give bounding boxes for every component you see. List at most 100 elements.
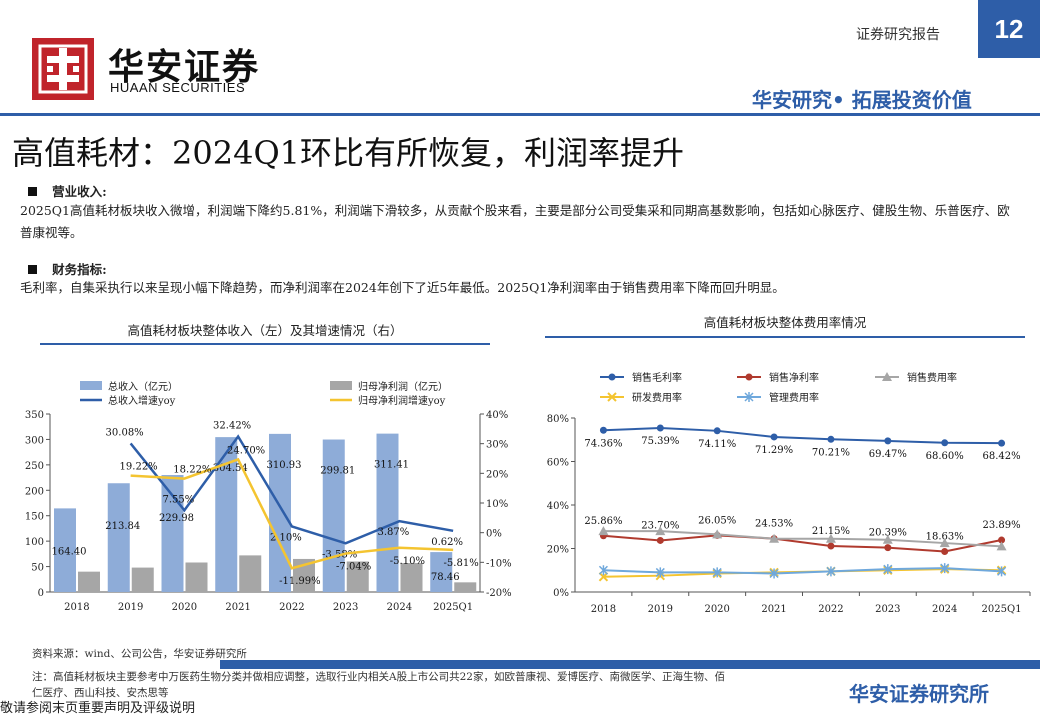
line-value-label: 24.70% <box>227 445 265 456</box>
point-marker <box>656 424 664 432</box>
data-label: 68.60% <box>926 451 964 462</box>
y2-tick-label: 20% <box>486 469 508 480</box>
report-type-label: 证券研究报告 <box>856 27 940 43</box>
x-tick-label: 2024 <box>387 602 412 613</box>
data-label: 69.47% <box>869 449 907 460</box>
y-tick-label: 300 <box>25 435 44 446</box>
point-marker <box>655 567 665 578</box>
y-tick-label: 80% <box>547 414 569 425</box>
point-marker <box>941 439 949 447</box>
section-financial: 财务指标: <box>20 259 107 278</box>
bar <box>107 483 130 592</box>
y-tick-label: 0 <box>38 588 44 599</box>
point-marker <box>713 427 721 435</box>
y-tick-label: 20% <box>547 545 569 556</box>
line-value-label: 7.55% <box>162 494 194 505</box>
chart1-title: 高值耗材板块整体收入（左）及其增速情况（右） <box>127 323 403 338</box>
point-marker <box>656 536 664 544</box>
bullet-square-icon <box>28 187 37 196</box>
bar-value-label: 304.54 <box>213 463 248 474</box>
legend-label: 销售毛利率 <box>632 371 682 384</box>
x-tick-label: 2019 <box>648 604 673 615</box>
x-tick-label: 2023 <box>333 602 358 613</box>
y-tick-label: 60% <box>547 458 569 469</box>
legend-label: 研发费用率 <box>632 391 682 404</box>
section-paragraph: 2025Q1高值耗材板块收入微增，利润端下降约5.81%，利润端下滑较多，从贡献… <box>20 203 1010 240</box>
line-value-label: 18.22% <box>173 465 211 476</box>
point-marker <box>598 565 608 576</box>
slogan-text: 华安研究• 拓展投资价值 <box>752 88 972 112</box>
legend-swatch <box>80 381 102 390</box>
x-tick-label: 2019 <box>118 602 143 613</box>
line-value-label: 32.42% <box>213 420 251 431</box>
bar <box>78 571 100 592</box>
data-label: 68.42% <box>982 451 1020 462</box>
line-value-label: 30.08% <box>106 427 144 438</box>
point-marker <box>827 435 835 443</box>
point-marker <box>744 392 754 402</box>
data-label: 70.21% <box>812 447 850 458</box>
x-tick-label: 2024 <box>932 604 957 615</box>
bullet-square-icon <box>28 265 37 274</box>
y-tick-label: 100 <box>25 537 44 548</box>
point-marker <box>769 533 780 543</box>
point-marker <box>712 567 722 578</box>
x-tick-label: 2021 <box>225 602 250 613</box>
y-tick-label: 250 <box>25 461 44 472</box>
data-label: 23.70% <box>641 520 679 531</box>
point-marker <box>712 529 723 539</box>
point-marker <box>827 542 835 550</box>
legend-label: 销售费用率 <box>907 371 957 384</box>
legend-label: 归母净利润（亿元） <box>358 380 448 393</box>
series-line <box>129 434 454 545</box>
y2-tick-label: -20% <box>486 588 512 599</box>
data-label: 74.11% <box>698 439 736 450</box>
point-marker <box>655 526 666 536</box>
point-marker <box>997 566 1007 577</box>
bar-value-label: 78.46 <box>431 572 460 583</box>
x-tick-label: 2018 <box>591 604 616 615</box>
company-logo-icon <box>32 38 94 100</box>
bar <box>400 563 423 592</box>
y-tick-label: 150 <box>25 512 44 523</box>
bar <box>215 437 238 592</box>
x-tick-label: 2020 <box>172 602 197 613</box>
y2-tick-label: -10% <box>486 558 512 569</box>
x-tick-label: 2020 <box>704 604 729 615</box>
line-value-label: -7.04% <box>336 562 371 573</box>
bar <box>185 562 208 592</box>
point-marker <box>996 541 1007 551</box>
x-tick-label: 2022 <box>818 604 843 615</box>
bar <box>161 475 184 592</box>
point-marker <box>939 538 950 548</box>
point-marker <box>745 373 753 381</box>
bar <box>430 552 453 592</box>
y-tick-label: 200 <box>25 486 44 497</box>
chart2-title-rule <box>545 336 1025 338</box>
x-tick-label: 2025Q1 <box>982 604 1022 615</box>
logo-cn-text: 华安证券 <box>108 46 261 88</box>
point-marker <box>941 547 949 555</box>
section-heading: 营业收入: <box>52 184 107 199</box>
line-value-label: 3.87% <box>377 527 409 538</box>
line-value-label: -5.81% <box>444 558 479 569</box>
series-line <box>603 567 1002 575</box>
bar <box>54 508 76 592</box>
data-label: 25.86% <box>584 516 622 527</box>
disclaimer-link[interactable]: 敬请参阅末页重要声明及评级说明 <box>0 701 196 716</box>
y-tick-label: 0% <box>553 588 569 599</box>
x-tick-label: 2018 <box>64 602 89 613</box>
footnote: 注：高值耗材板块主要参考中万医药生物分类并做相应调整，选取行业内相关A股上市公司… <box>32 671 725 699</box>
series-line <box>130 457 454 570</box>
section-heading: 财务指标: <box>52 262 107 277</box>
y-tick-label: 50 <box>31 563 44 574</box>
footer-brand: 华安证券研究所 <box>849 682 989 706</box>
point-marker <box>884 544 892 552</box>
bar-value-label: 213.84 <box>105 521 140 532</box>
legend-label: 销售净利率 <box>769 371 819 384</box>
section-revenue: 营业收入: <box>20 181 107 200</box>
point-marker <box>882 372 892 381</box>
y-tick-label: 350 <box>25 410 44 421</box>
bar <box>454 582 477 592</box>
